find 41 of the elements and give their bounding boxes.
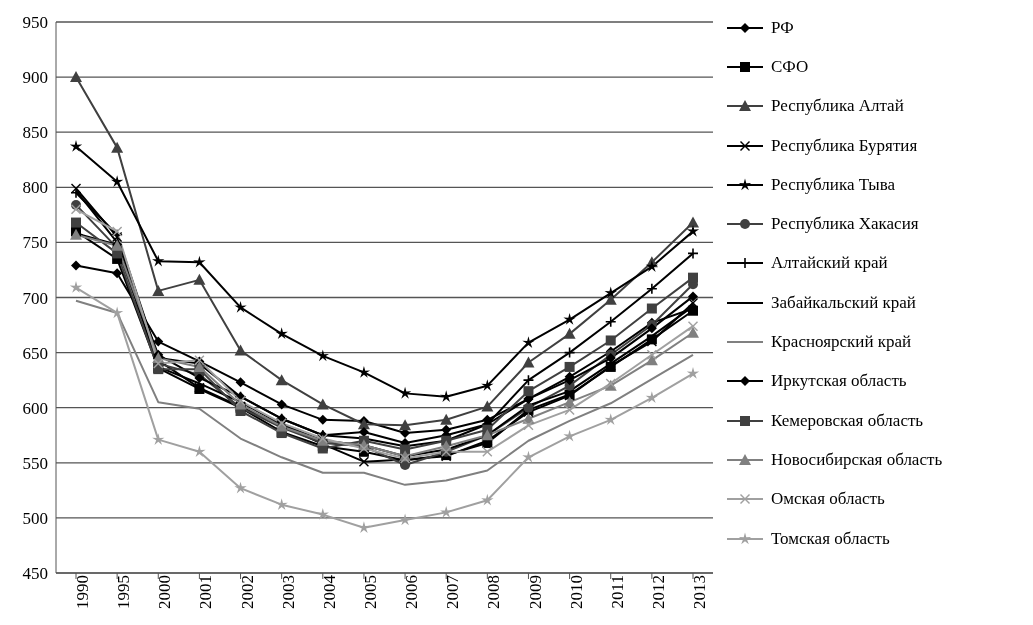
legend-label: Томская область xyxy=(771,528,890,549)
x-tick-label: 1990 xyxy=(73,575,93,609)
legend-label: Омская область xyxy=(771,489,885,510)
x-tick-label: 2012 xyxy=(648,575,668,609)
x-tick-label: 2006 xyxy=(402,575,422,609)
legend-label: Забайкальский край xyxy=(771,292,916,313)
x-tick-label: 2008 xyxy=(484,575,504,609)
legend-label: Республика Тыва xyxy=(771,174,896,195)
x-tick-label: 2004 xyxy=(319,574,339,609)
y-tick-label: 800 xyxy=(22,178,48,198)
x-tick-label: 2005 xyxy=(361,575,380,609)
x-tick-label: 1995 xyxy=(114,575,134,609)
legend-label: Кемеровская область xyxy=(771,410,924,431)
x-tick-label: 2009 xyxy=(525,575,545,609)
x-tick-label: 2013 xyxy=(690,575,710,609)
y-tick-label: 500 xyxy=(22,508,48,528)
y-tick-label: 950 xyxy=(22,13,48,33)
legend-label: Республика Хакасия xyxy=(771,214,919,235)
x-tick-label: 2003 xyxy=(278,575,298,609)
y-tick-label: 700 xyxy=(22,288,48,308)
legend-label: СФО xyxy=(771,56,809,77)
legend-label: Иркутская область xyxy=(771,371,907,392)
x-tick-label: 2002 xyxy=(237,575,257,609)
y-tick-label: 650 xyxy=(22,343,48,363)
y-tick-label: 550 xyxy=(22,453,48,473)
x-tick-label: 2000 xyxy=(155,575,175,609)
y-tick-label: 450 xyxy=(22,564,48,584)
legend-label: Республика Алтай xyxy=(771,96,904,117)
x-tick-label: 2011 xyxy=(607,575,627,609)
legend-label: Красноярский край xyxy=(771,332,912,353)
y-tick-label: 850 xyxy=(22,123,48,143)
legend-label: Республика Бурятия xyxy=(771,135,918,156)
y-tick-label: 900 xyxy=(22,68,48,88)
legend-label: Новосибирская область xyxy=(771,449,943,470)
x-tick-label: 2001 xyxy=(196,575,216,609)
y-tick-label: 600 xyxy=(22,398,48,418)
y-tick-label: 750 xyxy=(22,233,48,253)
x-tick-label: 2010 xyxy=(566,575,586,609)
legend-label: РФ xyxy=(771,17,794,38)
x-tick-label: 2007 xyxy=(443,574,463,609)
legend-label: Алтайский край xyxy=(771,253,888,274)
